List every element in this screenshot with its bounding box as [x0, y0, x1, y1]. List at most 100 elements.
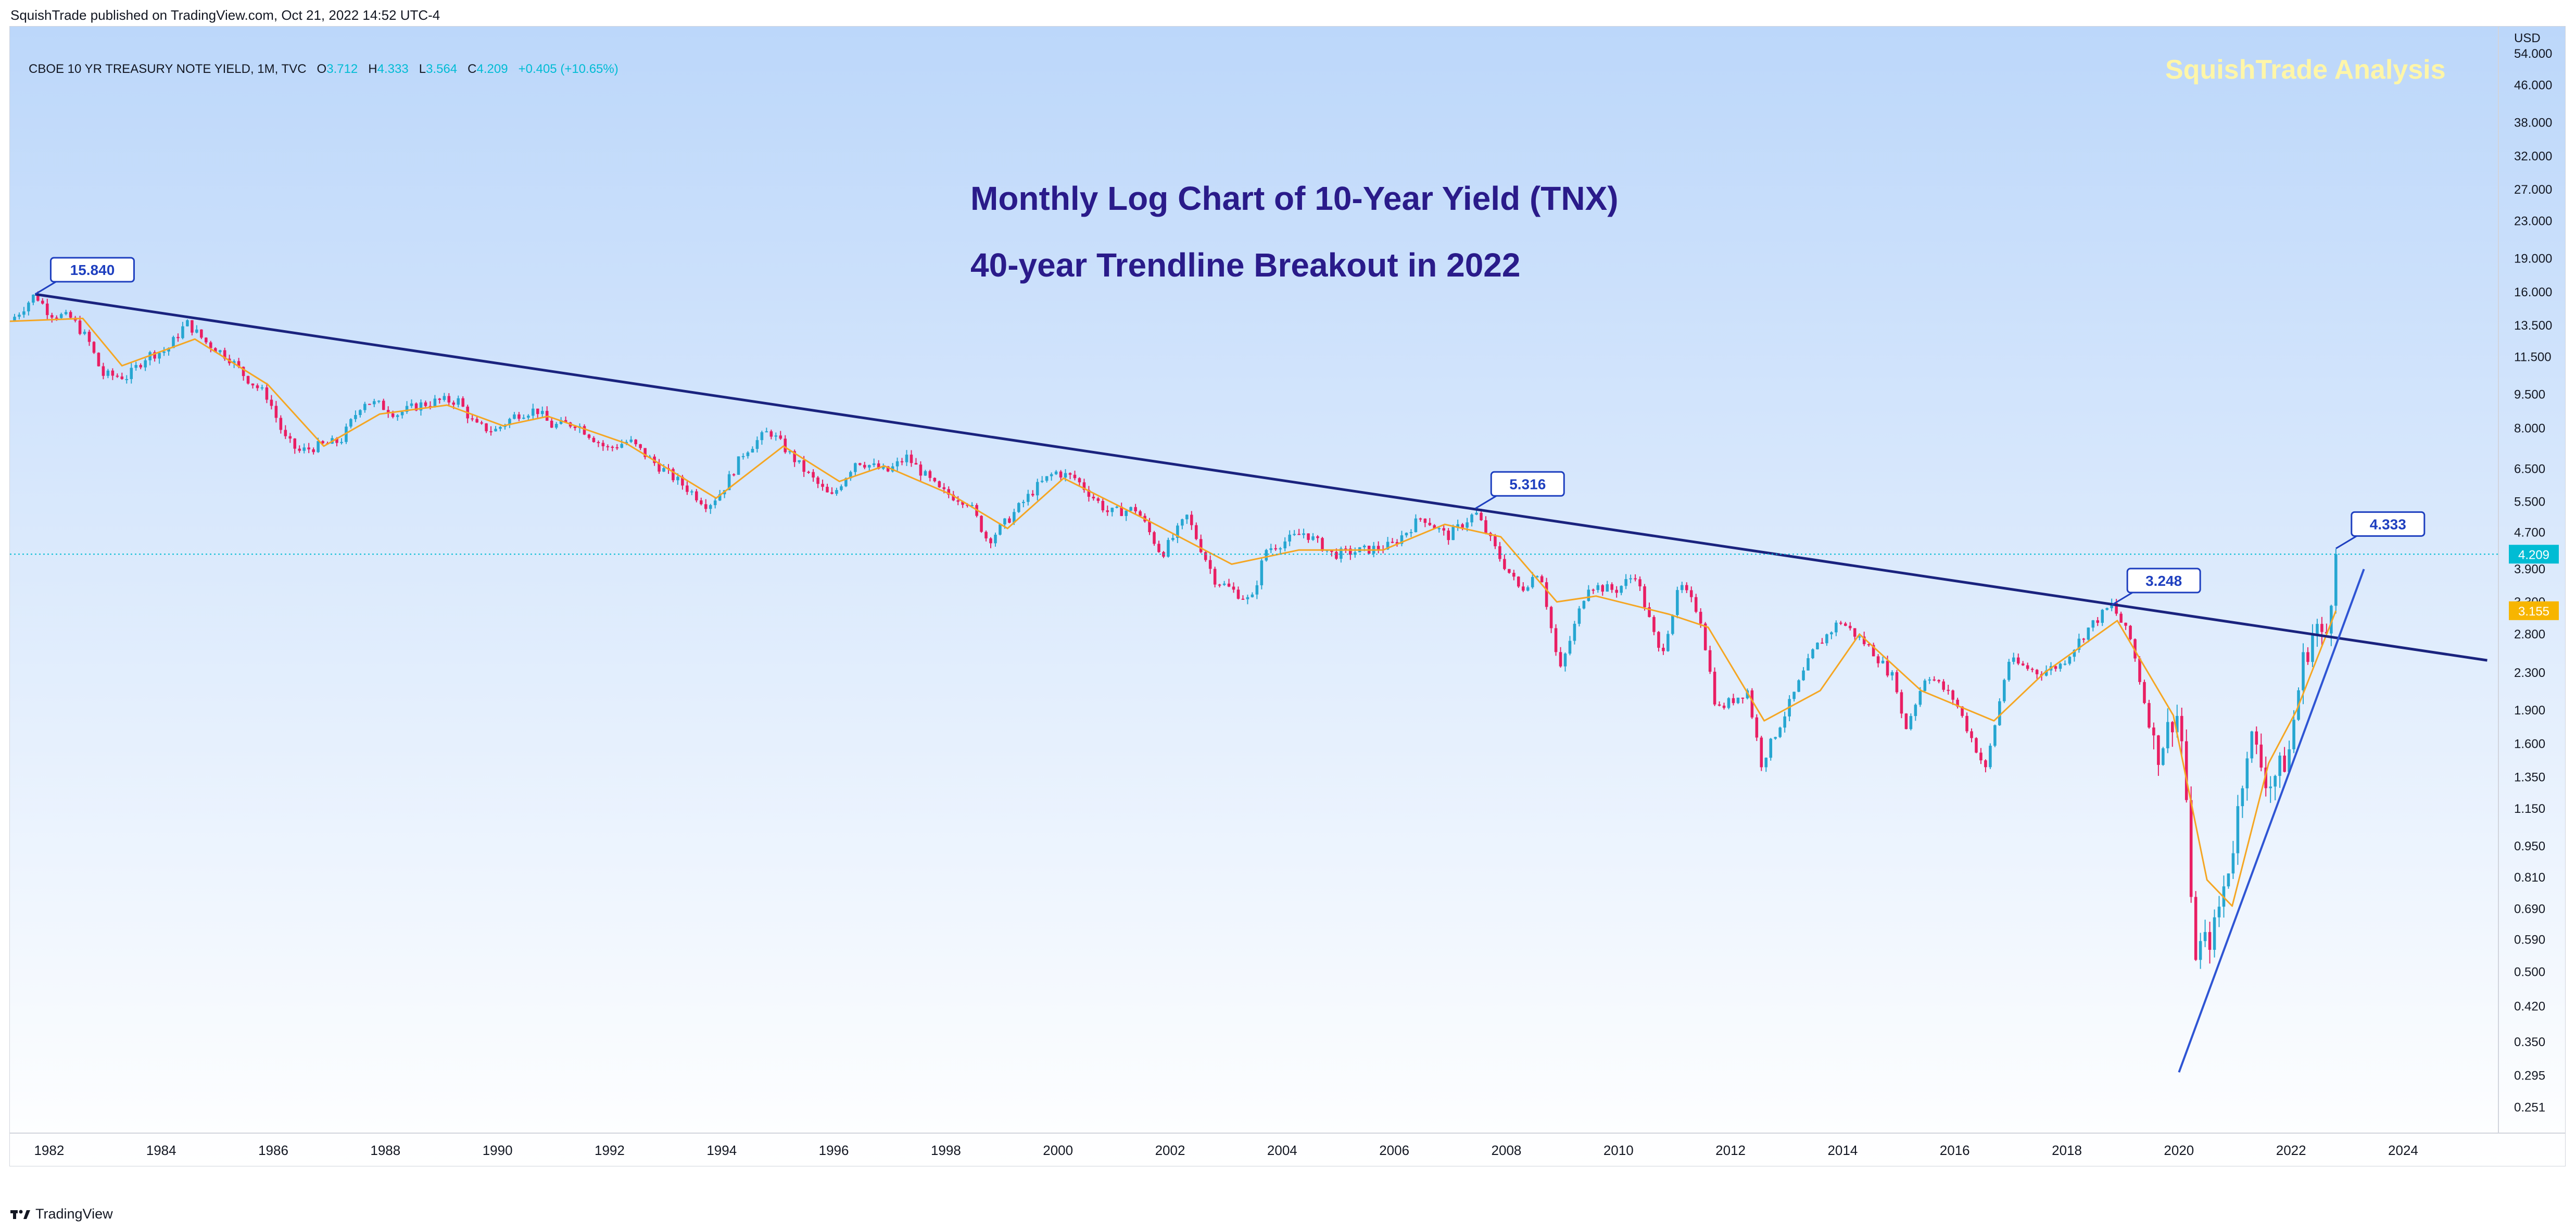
candle-up: [2288, 740, 2291, 773]
candle-down: [597, 440, 600, 447]
candle-down: [312, 447, 315, 455]
candle-body: [2166, 722, 2169, 749]
candle-up: [2311, 624, 2314, 667]
candle-down: [2124, 622, 2127, 630]
candle-down: [1078, 477, 1081, 487]
candle-body: [288, 436, 292, 439]
candle-body: [2288, 749, 2291, 772]
candle-down: [1199, 534, 1203, 554]
candle-up: [1526, 585, 1530, 592]
candle-body: [1031, 494, 1034, 496]
candle-up: [2199, 933, 2202, 969]
candle-up: [690, 489, 693, 495]
candle-body: [1965, 715, 1968, 732]
candle-down: [1662, 644, 1665, 655]
candle-body: [1013, 512, 1016, 523]
candle-up: [1026, 489, 1030, 506]
candle-up: [1596, 582, 1600, 593]
callout-pointer: [1475, 495, 1497, 509]
candle-up: [2063, 660, 2067, 665]
candle-up: [1606, 581, 1609, 592]
candle-up: [1260, 558, 1264, 589]
candle-down: [2184, 729, 2188, 803]
candle-up: [1778, 726, 1782, 738]
candle-body: [1531, 577, 1534, 587]
candle-body: [205, 337, 208, 343]
candle-body: [1283, 541, 1286, 549]
candle-body: [1260, 560, 1264, 585]
candle-body: [1862, 636, 1866, 645]
y-tick-label: 1.150: [2514, 802, 2545, 816]
candle-body: [1241, 598, 1245, 600]
candle-body: [1400, 535, 1404, 544]
candle-down: [2259, 733, 2263, 772]
tradingview-logo[interactable]: TradingView: [10, 1206, 113, 1222]
candle-down: [1722, 702, 1726, 710]
candle-body: [1354, 552, 1357, 555]
candle-body: [298, 448, 301, 451]
candle-up: [443, 393, 446, 402]
candle-down: [984, 530, 988, 542]
candle-body: [540, 411, 544, 414]
candle-body: [209, 342, 212, 348]
candle-body: [438, 398, 441, 400]
candle-body: [2035, 670, 2039, 674]
candle-body: [1937, 680, 1940, 682]
y-tick-label: 46.000: [2514, 78, 2552, 92]
candle-body: [695, 491, 698, 500]
candle-body: [1666, 634, 1670, 651]
candle-down: [1760, 735, 1763, 771]
candle-down: [1419, 518, 1422, 522]
candle-body: [18, 315, 21, 317]
candle-body: [658, 463, 661, 472]
candle-down: [2021, 661, 2025, 666]
candle-body: [1662, 647, 1665, 651]
candle-body: [1540, 576, 1544, 583]
candle-body: [1503, 559, 1506, 569]
candle-body: [386, 410, 390, 413]
candle-down: [139, 363, 142, 370]
candle-down: [279, 415, 283, 434]
callout-box: [49, 257, 135, 283]
candle-down: [2194, 891, 2198, 961]
candle-body: [475, 419, 478, 423]
candle-down: [2026, 662, 2029, 671]
candle-body: [181, 326, 184, 338]
candle-down: [2119, 611, 2123, 623]
candle-down: [863, 461, 866, 470]
candle-down: [826, 483, 829, 493]
candle-down: [2016, 654, 2020, 665]
candle-body: [256, 385, 259, 388]
candle-down: [1848, 622, 1852, 631]
candle-down: [1484, 516, 1487, 535]
candle-down: [1872, 643, 1875, 657]
candle-down: [116, 373, 119, 378]
candle-body: [130, 368, 133, 379]
candle-down: [1853, 628, 1857, 642]
candle-body: [2082, 638, 2086, 640]
candle-down: [1610, 582, 1613, 593]
candle-down: [87, 330, 91, 346]
last-price-badge-bg: [2509, 545, 2559, 564]
candle-body: [1844, 623, 1847, 626]
close-label: C: [468, 62, 477, 76]
x-tick-label: 1986: [258, 1142, 288, 1158]
chart-panel[interactable]: USD 54.000 46.000 38.000 32.000 27.000 23.000 1…: [9, 26, 2566, 1166]
candle-body: [1890, 672, 1894, 676]
candle-up: [835, 487, 838, 496]
candle-body: [713, 500, 717, 506]
candle-up: [2166, 708, 2169, 753]
candle-body: [1199, 539, 1203, 552]
top-bar: SquishTrade published on TradingView.com…: [0, 0, 2576, 26]
candle-body: [2152, 727, 2155, 736]
candle-body: [45, 303, 49, 316]
candle-body: [1017, 503, 1020, 512]
candle-body: [1148, 521, 1151, 533]
x-tick-label: 2014: [1827, 1142, 1858, 1158]
candle-body: [1975, 738, 1978, 753]
candle-body: [798, 460, 801, 462]
candle-body: [1185, 514, 1189, 520]
candle-down: [1732, 694, 1735, 706]
chart-canvas[interactable]: USD 54.000 46.000 38.000 32.000 27.000 23.000 1…: [10, 27, 2566, 1166]
candle-up: [1802, 667, 1805, 681]
